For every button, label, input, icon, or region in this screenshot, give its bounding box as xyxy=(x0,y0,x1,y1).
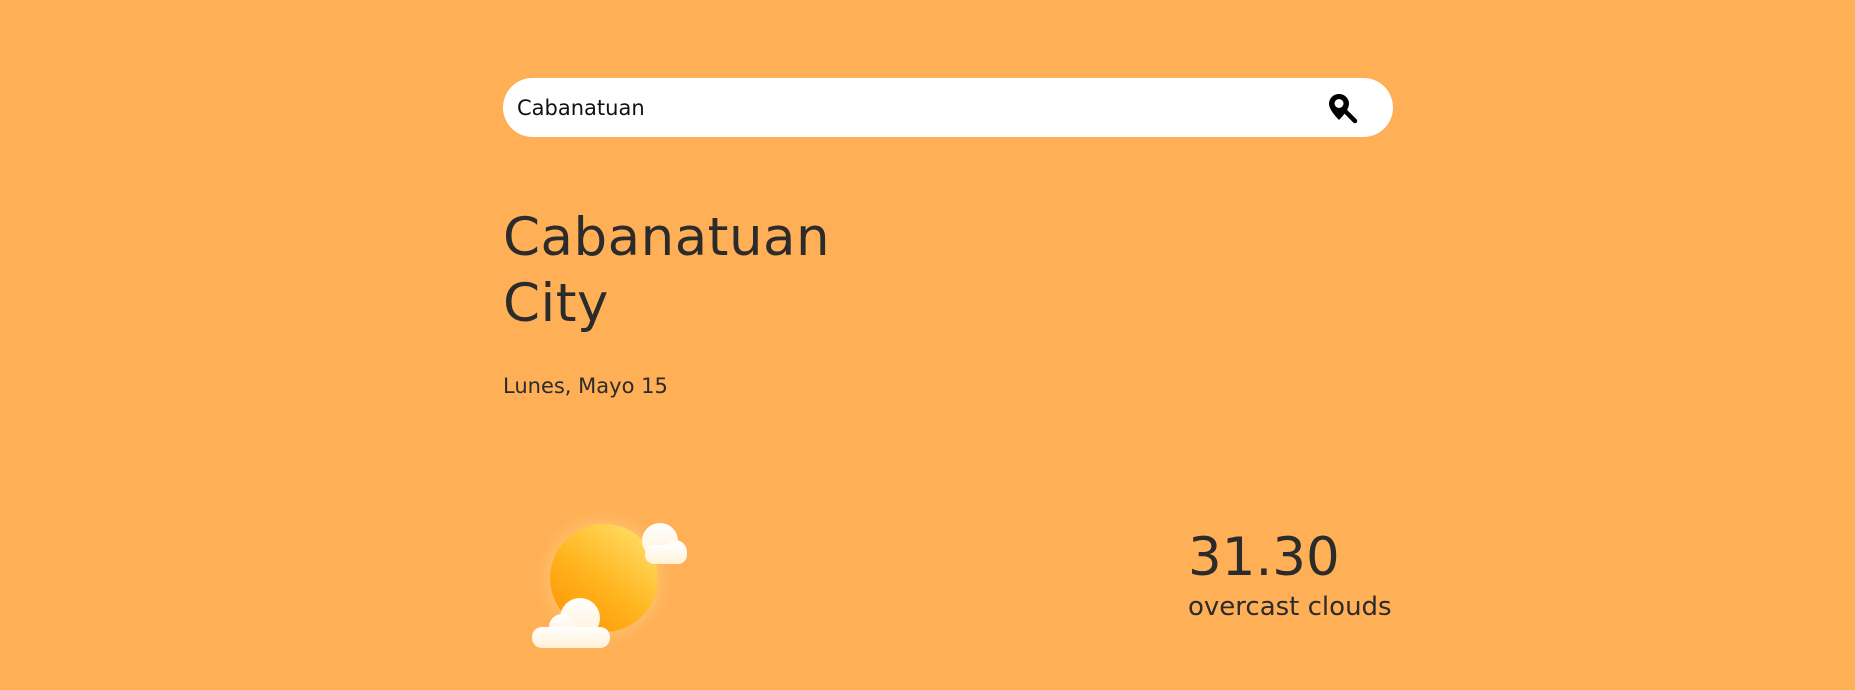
partly-cloudy-sun-icon xyxy=(532,506,687,650)
cloud-small-top-icon xyxy=(642,523,687,564)
current-date: Lunes, Mayo 15 xyxy=(503,374,668,398)
search-button[interactable] xyxy=(1325,91,1359,125)
map-search-icon xyxy=(1329,94,1358,124)
search-input[interactable] xyxy=(517,78,1307,137)
city-name-line2: City xyxy=(503,273,609,334)
city-name: Cabanatuan City xyxy=(503,205,830,337)
search-bar xyxy=(503,78,1393,137)
cloud-bottom-icon xyxy=(532,598,610,648)
city-name-line1: Cabanatuan xyxy=(503,207,831,268)
weather-condition: overcast clouds xyxy=(1188,592,1392,622)
temperature-value: 31.30 xyxy=(1188,527,1340,588)
